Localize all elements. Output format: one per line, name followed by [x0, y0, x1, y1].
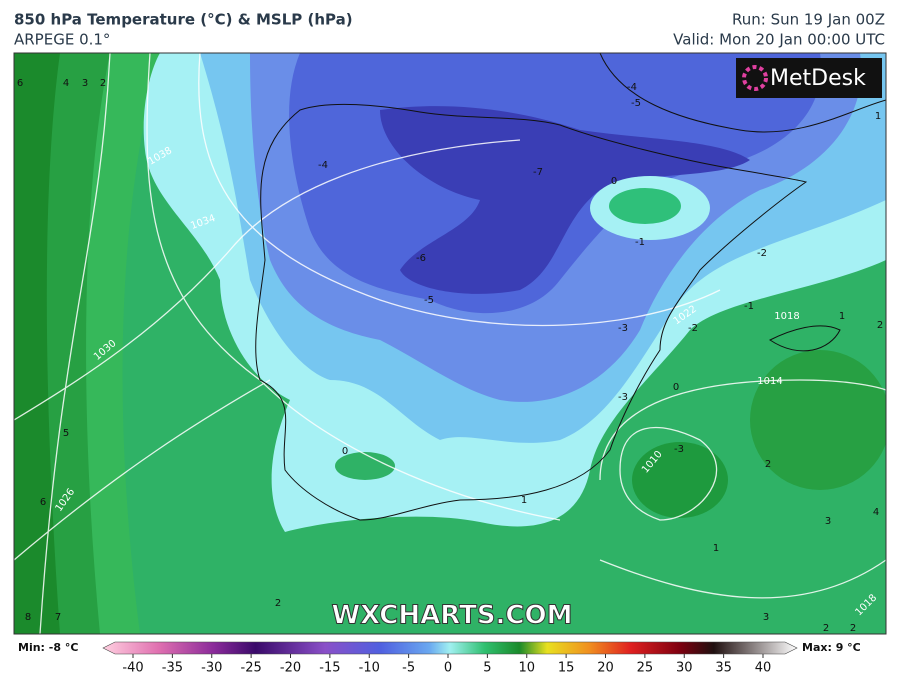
temperature-label: 4: [873, 507, 879, 518]
colorbar: [102, 641, 798, 655]
colorbar-tick-label: 5: [483, 661, 491, 676]
title: 850 hPa Temperature (°C) & MSLP (hPa): [14, 11, 353, 29]
field: [750, 350, 886, 490]
temperature-label: -1: [744, 301, 754, 312]
temperature-label: 2: [877, 320, 883, 331]
temperature-label: -2: [757, 248, 767, 259]
logo-box: [736, 58, 882, 98]
temperature-label: 4: [63, 78, 69, 89]
logo-icon: [742, 65, 768, 91]
colorbar-tick-label: -5: [402, 661, 415, 676]
valid: Valid: Mon 20 Jan 00:00 UTC: [673, 31, 885, 49]
temperature-label: -6: [416, 253, 426, 264]
colorbar-tick-label: 15: [558, 661, 575, 676]
map-frame: [13, 52, 887, 635]
temperature-label: 1: [839, 311, 845, 322]
temperature-label: -3: [618, 323, 628, 334]
temperature-label: -2: [688, 323, 698, 334]
watermark: WXCHARTS.COM: [331, 601, 572, 631]
temperature-label: 2: [765, 459, 771, 470]
temperature-label: -3: [674, 444, 684, 455]
temperature-label: -1: [635, 237, 645, 248]
temperature-label: -7: [533, 167, 543, 178]
colorbar-tick-label: 35: [715, 661, 732, 676]
min-label: Min: -8 °C: [18, 641, 78, 654]
isobar-label: 1018: [774, 311, 799, 322]
temperature-label: 0: [673, 382, 679, 393]
temperature-label: 1: [875, 111, 881, 122]
temperature-label: 3: [825, 516, 831, 527]
colorbar-tick-label: -10: [359, 661, 380, 676]
colorbar-tick-label: -25: [241, 661, 262, 676]
coastlines: [255, 53, 886, 521]
temperature-label: -3: [618, 392, 628, 403]
temperature-label: 3: [82, 78, 88, 89]
colorbar-tick-label: 20: [597, 661, 614, 676]
model: ARPEGE 0.1°: [14, 31, 110, 49]
temperature-label: 0: [611, 176, 617, 187]
field: [609, 188, 681, 224]
temperature-label: -4: [627, 82, 637, 93]
temperature-label: 3: [763, 612, 769, 623]
temperature-label: 2: [275, 598, 281, 609]
max-label: Max: 9 °C: [802, 641, 861, 654]
colorbar-tick-label: 30: [676, 661, 693, 676]
colorbar-tick-label: 25: [637, 661, 654, 676]
temperature-label: 5: [63, 428, 69, 439]
colorbar-tick-label: 40: [755, 661, 772, 676]
temperature-label: 6: [17, 78, 23, 89]
colorbar-tick-label: -30: [201, 661, 222, 676]
colorbar-tick-label: -20: [280, 661, 301, 676]
temperature-label: 2: [100, 78, 106, 89]
colorbar-tick-label: 0: [444, 661, 452, 676]
colorbar-tick-label: -15: [319, 661, 340, 676]
run: Run: Sun 19 Jan 00Z: [732, 11, 885, 29]
temperature-label: 6: [40, 497, 46, 508]
temperature-label: 0: [342, 446, 348, 457]
temperature-label: -5: [424, 295, 434, 306]
temperature-label: 1: [521, 495, 527, 506]
colorbar-tick-label: -40: [122, 661, 143, 676]
logo: MetDesk: [770, 66, 866, 91]
field: [14, 53, 60, 634]
colorbar-tick-label: -35: [162, 661, 183, 676]
temperature-label: 7: [55, 612, 61, 623]
temperature-label: -4: [318, 160, 328, 171]
temperature-label: 8: [25, 612, 31, 623]
temperature-label: 2: [850, 623, 856, 634]
colorbar-ticks: -40 -35 -30 -25 -20 -15 -10 -5 0 5 10 15 20 25 30 35 40: [122, 654, 771, 676]
colorbar-tick-label: 10: [518, 661, 535, 676]
temperature-label: 1: [713, 543, 719, 554]
temperature-label: 2: [823, 623, 829, 634]
field: [335, 452, 395, 480]
temperature-label: -5: [631, 98, 641, 109]
isobar-label: 1014: [757, 376, 782, 387]
